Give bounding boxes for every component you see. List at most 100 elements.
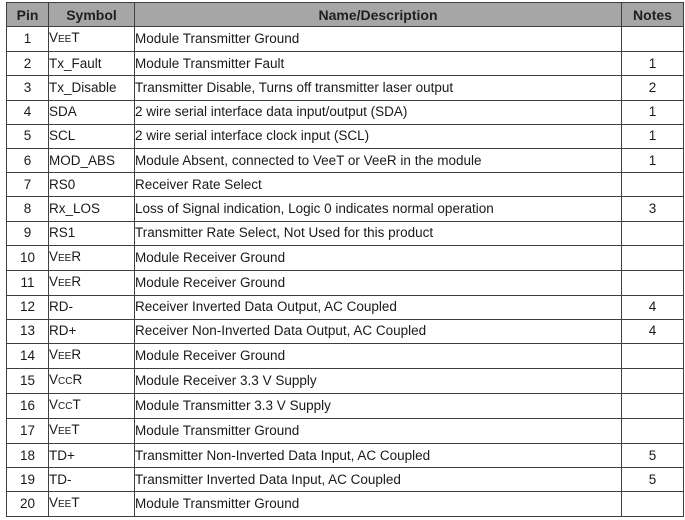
table-row: 2 Tx_Fault Module Transmitter Fault 1 xyxy=(6,51,684,77)
table-row: 17 VEET Module Transmitter Ground xyxy=(6,418,684,445)
pin-definition-table: Pin Symbol Name/Description Notes 1 VEET M… xyxy=(6,1,684,518)
pin-cell: 11 xyxy=(6,269,49,296)
notes-cell xyxy=(621,244,684,271)
table-row: 12 RD- Receiver Inverted Data Output, AC C… xyxy=(6,294,684,320)
symbol-cell: VEER xyxy=(48,343,135,370)
notes-cell xyxy=(621,220,684,246)
symbol-cell: RD- xyxy=(48,294,135,320)
table-row: 16 VCCT Module Transmitter 3.3 V Supply xyxy=(6,393,684,420)
table-row: 5 SCL 2 wire serial interface clock input … xyxy=(6,123,684,149)
notes-cell xyxy=(621,393,684,420)
symbol-cell: VEET xyxy=(48,418,135,445)
pin-cell: 19 xyxy=(6,467,49,493)
notes-cell: 1 xyxy=(621,99,684,125)
table-row: 14 VEER Module Receiver Ground xyxy=(6,343,684,370)
description-cell: Module Receiver 3.3 V Supply xyxy=(134,368,622,395)
description-cell: Receiver Non-Inverted Data Output, AC Co… xyxy=(134,318,622,345)
table-row: 4 SDA 2 wire serial interface data input/o… xyxy=(6,99,684,125)
description-cell: Module Transmitter Fault xyxy=(134,51,622,77)
notes-cell: 4 xyxy=(621,318,684,345)
header-symbol: Symbol xyxy=(48,1,135,28)
table-row: 6 MOD_ABS Module Absent, connected to Vee… xyxy=(6,147,684,174)
symbol-cell: VCCR xyxy=(48,368,135,395)
symbol-cell: TD- xyxy=(48,467,135,493)
table-body: 1 VEET Module Transmitter Ground 2 Tx_Fault… xyxy=(6,26,684,518)
notes-cell: 4 xyxy=(621,294,684,320)
description-cell: Module Receiver Ground xyxy=(134,244,622,271)
pin-cell: 13 xyxy=(6,318,49,345)
description-cell: Module Transmitter Ground xyxy=(134,26,622,53)
symbol-cell: RD+ xyxy=(48,318,135,345)
description-cell: Module Absent, connected to VeeT or VeeR… xyxy=(134,147,622,174)
pin-cell: 20 xyxy=(6,491,49,518)
notes-cell xyxy=(621,418,684,445)
notes-cell xyxy=(621,368,684,395)
description-cell: Loss of Signal indication, Logic 0 indic… xyxy=(134,196,622,222)
notes-cell: 3 xyxy=(621,196,684,222)
notes-cell xyxy=(621,269,684,296)
notes-cell: 5 xyxy=(621,443,684,469)
header-description: Name/Description xyxy=(134,1,622,28)
description-cell: Module Receiver Ground xyxy=(134,269,622,296)
pin-cell: 2 xyxy=(6,51,49,77)
description-cell: Receiver Rate Select xyxy=(134,172,622,198)
notes-cell xyxy=(621,172,684,198)
table-row: 18 TD+ Transmitter Non-Inverted Data Input… xyxy=(6,443,684,469)
table-row: 13 RD+ Receiver Non-Inverted Data Output, … xyxy=(6,318,684,345)
description-cell: Transmitter Non-Inverted Data Input, AC … xyxy=(134,443,622,469)
description-cell: Transmitter Disable, Turns off transmitt… xyxy=(134,75,622,101)
table-row: 9 RS1 Transmitter Rate Select, Not Used fo… xyxy=(6,220,684,246)
symbol-cell: VEER xyxy=(48,244,135,271)
header-notes: Notes xyxy=(621,1,684,28)
pin-cell: 5 xyxy=(6,123,49,149)
notes-cell xyxy=(621,491,684,518)
table-row: 19 TD- Transmitter Inverted Data Input, AC… xyxy=(6,467,684,493)
pin-cell: 14 xyxy=(6,343,49,370)
table-row: 1 VEET Module Transmitter Ground xyxy=(6,26,684,53)
pin-cell: 7 xyxy=(6,172,49,198)
table-row: 10 VEER Module Receiver Ground xyxy=(6,244,684,271)
pin-cell: 18 xyxy=(6,443,49,469)
symbol-cell: VEET xyxy=(48,26,135,53)
pin-cell: 10 xyxy=(6,244,49,271)
description-cell: Transmitter Inverted Data Input, AC Coup… xyxy=(134,467,622,493)
symbol-cell: VCCT xyxy=(48,393,135,420)
symbol-cell: TD+ xyxy=(48,443,135,469)
notes-cell: 1 xyxy=(621,51,684,77)
symbol-cell: RS1 xyxy=(48,220,135,246)
pin-cell: 6 xyxy=(6,147,49,174)
symbol-cell: RS0 xyxy=(48,172,135,198)
symbol-cell: MOD_ABS xyxy=(48,147,135,174)
symbol-cell: VEET xyxy=(48,491,135,518)
pin-cell: 12 xyxy=(6,294,49,320)
pin-cell: 8 xyxy=(6,196,49,222)
symbol-cell: Rx_LOS xyxy=(48,196,135,222)
description-cell: Transmitter Rate Select, Not Used for th… xyxy=(134,220,622,246)
table-row: 15 VCCR Module Receiver 3.3 V Supply xyxy=(6,368,684,395)
pin-cell: 9 xyxy=(6,220,49,246)
symbol-cell: SDA xyxy=(48,99,135,125)
notes-cell: 1 xyxy=(621,147,684,174)
notes-cell: 2 xyxy=(621,75,684,101)
description-cell: Module Transmitter Ground xyxy=(134,418,622,445)
pin-cell: 17 xyxy=(6,418,49,445)
notes-cell: 1 xyxy=(621,123,684,149)
description-cell: Module Receiver Ground xyxy=(134,343,622,370)
pin-cell: 15 xyxy=(6,368,49,395)
symbol-cell: VEER xyxy=(48,269,135,296)
pin-cell: 16 xyxy=(6,393,49,420)
description-cell: Receiver Inverted Data Output, AC Couple… xyxy=(134,294,622,320)
pin-cell: 1 xyxy=(6,26,49,53)
header-pin: Pin xyxy=(6,1,49,28)
description-cell: 2 wire serial interface clock input (SCL… xyxy=(134,123,622,149)
table-header-row: Pin Symbol Name/Description Notes xyxy=(6,1,684,28)
pin-cell: 4 xyxy=(6,99,49,125)
table-row: 11 VEER Module Receiver Ground xyxy=(6,269,684,296)
table-row: 3 Tx_Disable Transmitter Disable, Turns of… xyxy=(6,75,684,101)
notes-cell xyxy=(621,26,684,53)
description-cell: 2 wire serial interface data input/outpu… xyxy=(134,99,622,125)
notes-cell xyxy=(621,343,684,370)
description-cell: Module Transmitter Ground xyxy=(134,491,622,518)
symbol-cell: Tx_Fault xyxy=(48,51,135,77)
table-row: 7 RS0 Receiver Rate Select xyxy=(6,172,684,198)
